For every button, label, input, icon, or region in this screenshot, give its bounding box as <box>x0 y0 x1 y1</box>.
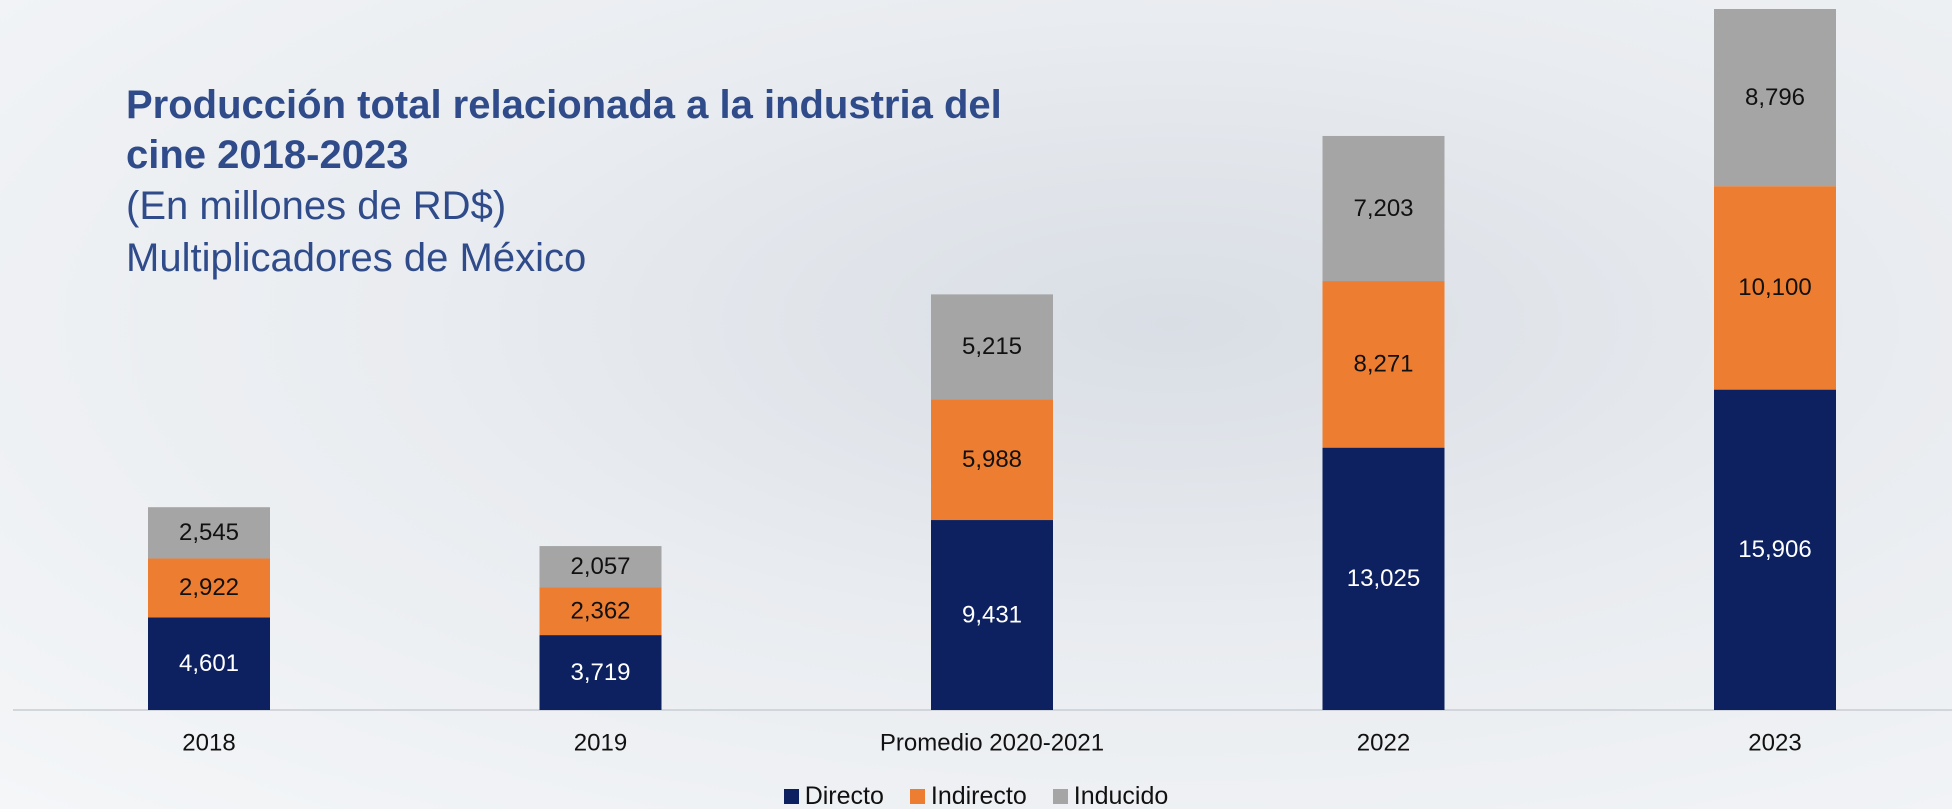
x-tick-label: 2019 <box>574 729 627 756</box>
data-label: 15,906 <box>1738 536 1811 563</box>
data-label: 8,271 <box>1353 351 1413 378</box>
legend-label: Directo <box>805 782 884 809</box>
chart-subtitle: (En millones de RD$) <box>126 180 1006 232</box>
legend-item: Directo <box>784 782 884 809</box>
chart-note: Multiplicadores de México <box>126 232 1006 284</box>
x-tick-label: 2022 <box>1357 729 1410 756</box>
data-label: 8,796 <box>1745 84 1805 111</box>
data-label: 2,922 <box>179 574 239 601</box>
data-label: 2,362 <box>570 598 630 625</box>
x-tick-label: 2023 <box>1748 729 1801 756</box>
data-label: 7,203 <box>1353 195 1413 222</box>
legend-label: Inducido <box>1074 782 1169 809</box>
page: 4,601 2,922 2,545 2018 3,719 2,362 2,057 2019 9,… <box>0 0 1952 809</box>
data-label: 10,100 <box>1738 274 1811 301</box>
data-label: 3,719 <box>570 659 630 686</box>
data-label: 13,025 <box>1347 565 1420 592</box>
legend-swatch <box>1053 789 1068 804</box>
data-label: 5,215 <box>962 333 1022 360</box>
legend-swatch <box>910 789 925 804</box>
legend-swatch <box>784 789 799 804</box>
chart-title: Producción total relacionada a la indust… <box>126 80 1006 180</box>
x-tick-label: 2018 <box>182 729 235 756</box>
data-label: 9,431 <box>962 601 1022 628</box>
data-label: 2,545 <box>179 519 239 546</box>
legend-item: Inducido <box>1053 782 1169 809</box>
titles: Producción total relacionada a la indust… <box>126 80 1006 284</box>
data-label: 4,601 <box>179 650 239 677</box>
data-label: 5,988 <box>962 446 1022 473</box>
legend: Directo Indirecto Inducido <box>0 782 1952 809</box>
data-label: 2,057 <box>570 553 630 580</box>
x-tick-label: Promedio 2020-2021 <box>880 729 1104 756</box>
legend-label: Indirecto <box>931 782 1027 809</box>
legend-item: Indirecto <box>910 782 1027 809</box>
